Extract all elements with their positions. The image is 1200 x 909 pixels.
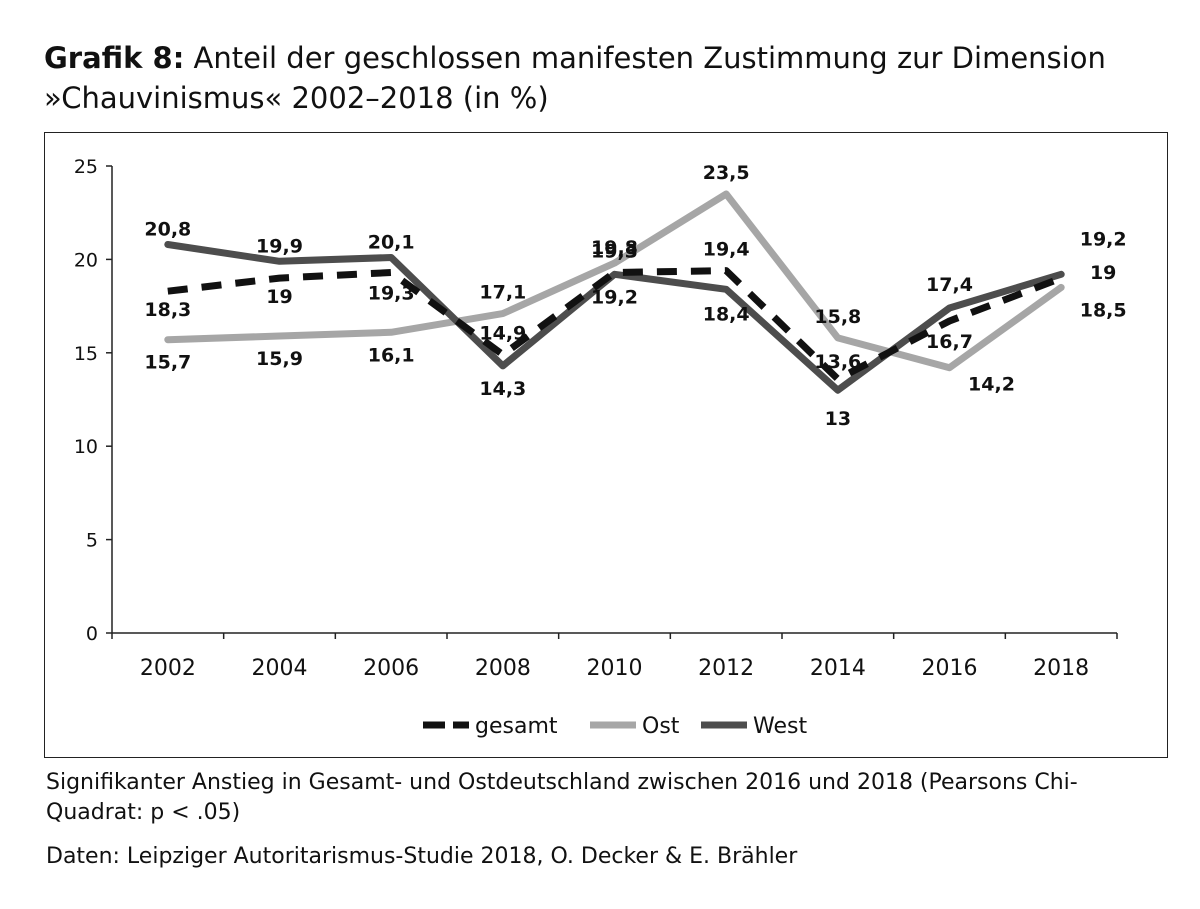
series-line-west (164, 241, 1065, 394)
data-label-ost: 15,9 (256, 348, 303, 370)
y-tick-label: 15 (74, 343, 98, 365)
data-label-west: 19,2 (1080, 228, 1127, 250)
data-label-gesamt: 19,4 (703, 239, 750, 261)
x-tick-label: 2018 (1033, 656, 1089, 681)
data-label-west: 19,9 (256, 235, 303, 257)
y-tick-label: 5 (86, 530, 98, 552)
significance-note: Signifikanter Anstieg in Gesamt- und Ost… (46, 770, 1078, 825)
x-tick-label: 2008 (475, 656, 531, 681)
data-label-ost: 15,8 (814, 306, 861, 328)
data-label-gesamt: 13,6 (814, 351, 861, 373)
legend-label-ost: Ost (642, 714, 680, 739)
data-label-west: 14,3 (479, 378, 526, 400)
x-tick-label: 2012 (698, 656, 754, 681)
x-tick-label: 2002 (140, 656, 196, 681)
legend-label-gesamt: gesamt (475, 714, 558, 739)
data-label-gesamt: 16,7 (926, 331, 973, 353)
y-tick-label: 0 (86, 623, 98, 645)
x-tick-label: 2016 (922, 656, 978, 681)
chart-frame: 0 5 10 15 20 25 2002 2004 2006 2008 2010 2012 2014 20… (44, 132, 1168, 758)
data-label-gesamt: 18,3 (144, 299, 191, 321)
data-label-ost: 23,5 (703, 162, 750, 184)
data-label-west: 18,4 (703, 303, 750, 325)
source-note: Daten: Leipziger Autoritarismus-Studie 2… (46, 844, 798, 869)
data-label-gesamt: 19,3 (368, 282, 415, 304)
y-tick-label: 10 (74, 436, 98, 458)
data-label-west: 20,8 (144, 218, 191, 240)
data-label-west: 20,1 (368, 232, 415, 254)
data-label-ost: 15,7 (144, 352, 191, 374)
data-label-west: 17,4 (926, 274, 973, 296)
data-label-west: 19,2 (591, 286, 638, 308)
data-label-gesamt: 14,9 (479, 323, 526, 345)
chart-title: Grafik 8: Anteil der geschlossen manifes… (44, 38, 1164, 118)
data-label-west: 13 (825, 408, 851, 430)
figure-label: Grafik 8: (44, 41, 185, 75)
x-tick-label: 2014 (810, 656, 866, 681)
data-label-ost: 17,1 (479, 282, 526, 304)
data-label-ost: 16,1 (368, 344, 415, 366)
x-tick-label: 2006 (363, 656, 419, 681)
line-chart: 0 5 10 15 20 25 2002 2004 2006 2008 2010 2012 2014 20… (74, 156, 1127, 739)
legend-label-west: West (753, 714, 807, 739)
series-line-ost (164, 190, 1065, 372)
data-label-ost: 14,2 (968, 374, 1015, 396)
y-tick-label: 25 (74, 156, 98, 178)
y-tick-label: 20 (74, 249, 98, 271)
data-label-gesamt: 19 (266, 286, 292, 308)
data-label-gesamt: 19,3 (591, 240, 638, 262)
figure-title-text: Anteil der geschlossen manifesten Zustim… (44, 41, 1106, 115)
data-label-ost: 18,5 (1080, 299, 1127, 321)
x-tick-label: 2010 (587, 656, 643, 681)
data-label-ost: 19,8 (591, 237, 638, 259)
x-tick-label: 2004 (252, 656, 308, 681)
series-line-gesamt (167, 267, 1063, 383)
data-label-gesamt: 19 (1090, 262, 1116, 284)
